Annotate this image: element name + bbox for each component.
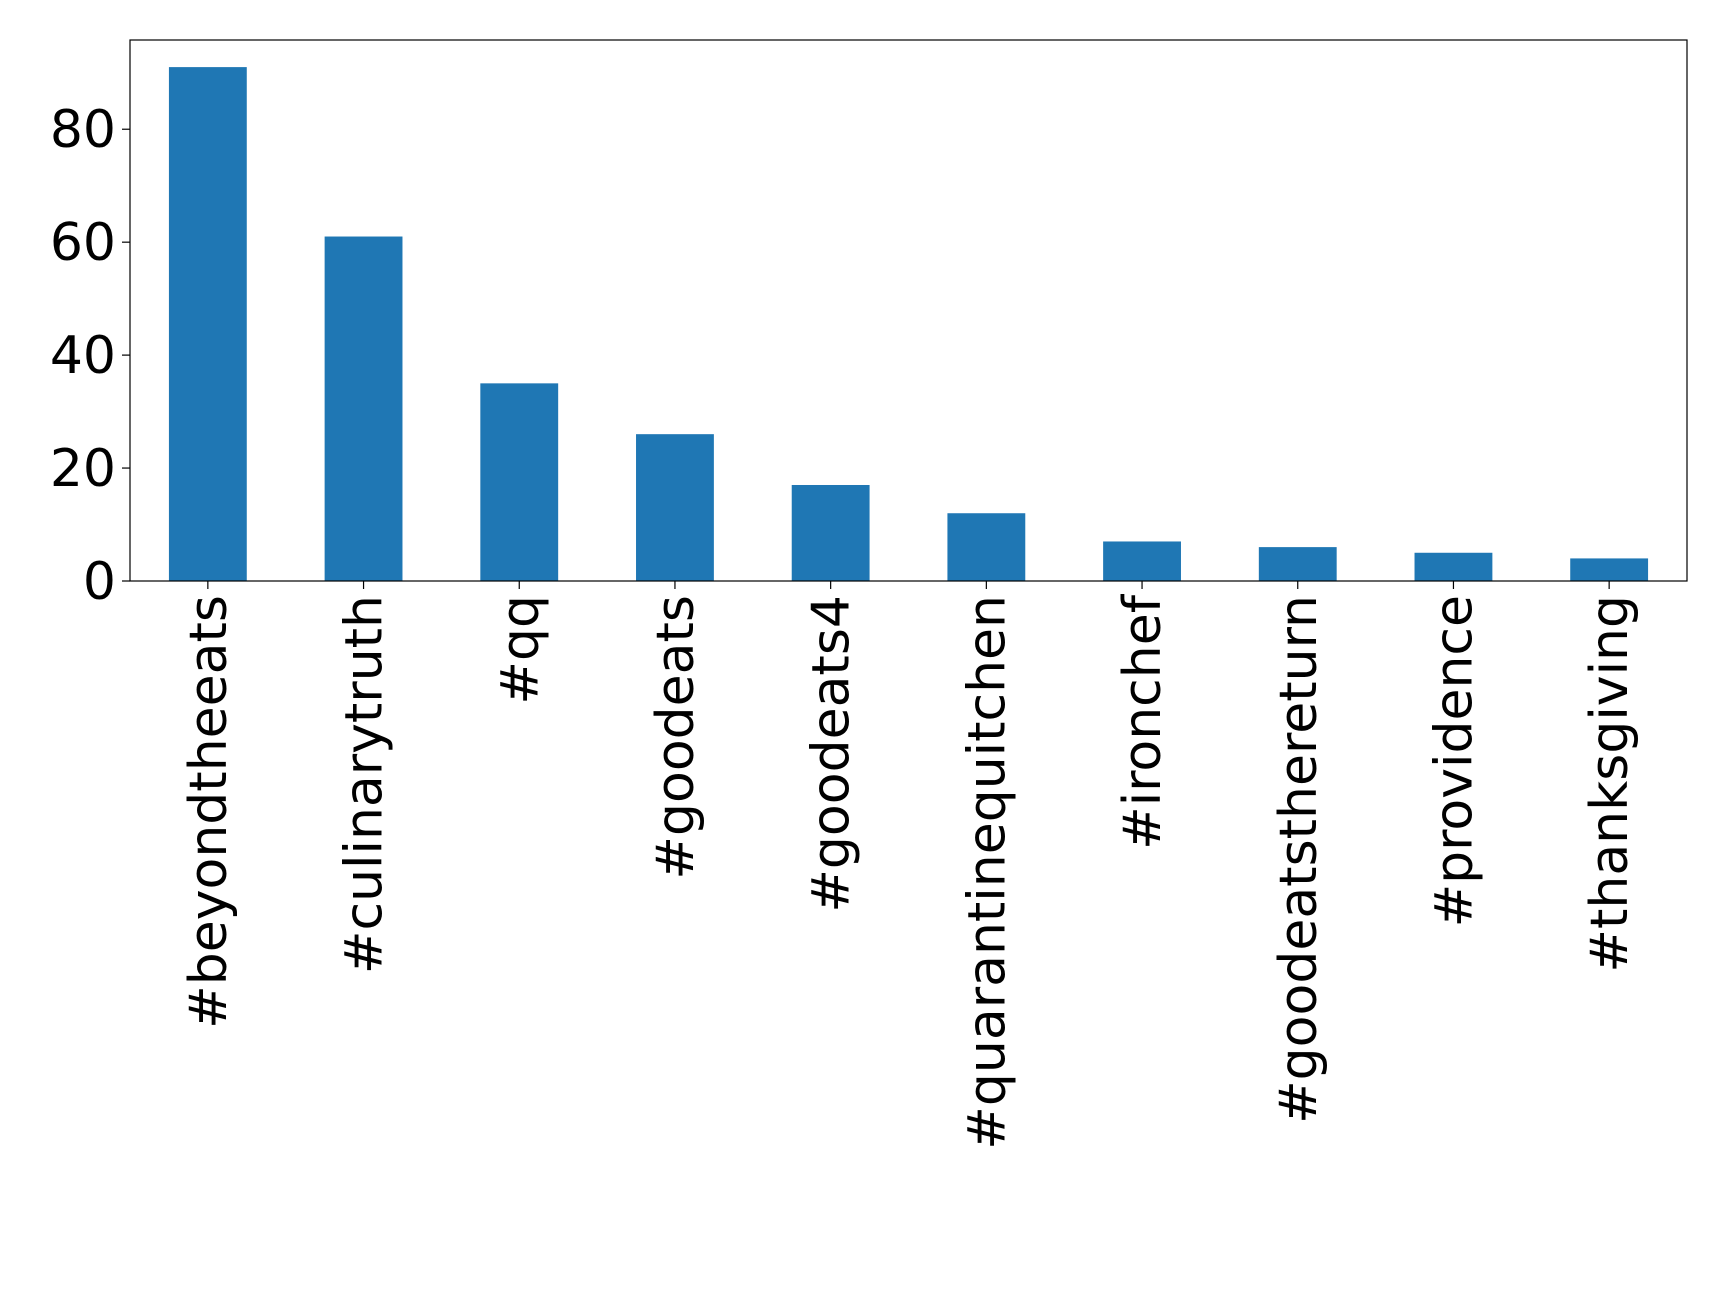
bar (168, 67, 247, 582)
x-tick-label: #providence (1424, 595, 1484, 927)
y-tick-label: 80 (50, 100, 116, 160)
y-tick-label: 0 (83, 552, 116, 612)
bar (480, 383, 559, 581)
x-tick-label: #ironchef (1113, 593, 1173, 850)
y-tick-label: 20 (50, 439, 116, 499)
x-tick-label: #beyondtheeats (179, 595, 239, 1029)
y-tick-label: 40 (50, 326, 116, 386)
x-tick-label: #quarantinequitchen (957, 595, 1017, 1150)
x-tick-label: #goodeatsthereturn (1269, 595, 1329, 1124)
y-tick-label: 60 (50, 213, 116, 273)
x-tick-label: #goodeats4 (802, 595, 862, 913)
bar (1103, 541, 1181, 581)
bar (1570, 558, 1649, 581)
bar (1414, 552, 1493, 581)
x-tick-label: #qq (490, 595, 550, 705)
x-tick-label: #thanksgiving (1580, 595, 1640, 973)
bar (1258, 547, 1337, 581)
bar (636, 434, 714, 581)
bar (324, 236, 403, 582)
bar (947, 513, 1026, 581)
bar (791, 484, 870, 581)
plot-frame (129, 39, 1688, 582)
x-tick-label: #culinarytruth (335, 595, 395, 974)
x-tick-label: #goodeats (646, 595, 706, 880)
